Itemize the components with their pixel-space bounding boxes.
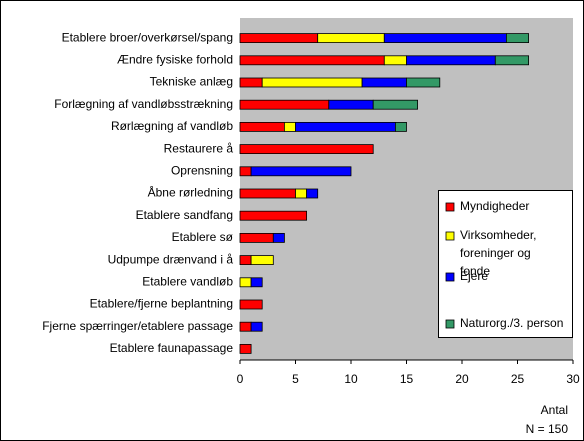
y-tick-label: Etablere/fjerne beplantning — [90, 297, 233, 311]
legend-box — [438, 190, 573, 338]
bar-segment — [505, 33, 529, 43]
bar-segment — [239, 77, 263, 88]
y-tick-label: Tekniske anlæg — [150, 75, 233, 89]
bar-segment — [239, 33, 319, 43]
bar-segment — [239, 188, 296, 199]
x-tick-label: 10 — [344, 372, 358, 386]
y-tick-label: Etablere sø — [172, 230, 234, 244]
x-tick-label: 20 — [455, 372, 469, 386]
bar-segment — [239, 299, 263, 310]
bar-segment — [239, 343, 252, 354]
bar-segment — [261, 77, 363, 88]
legend-label: Myndigheder — [460, 199, 529, 213]
legend-label: Virksomheder, foreninger og fonde — [460, 228, 540, 278]
y-tick-label: Ændre fysiske forhold — [117, 52, 233, 66]
legend-swatch — [445, 231, 455, 241]
y-tick-label: Restaurere å — [164, 141, 234, 155]
bar-segment — [372, 99, 419, 110]
y-tick-label: Udpumpe drænvand i å — [108, 252, 234, 266]
bar-segment — [250, 166, 352, 177]
bar-segment — [250, 277, 263, 288]
bar-segment — [239, 166, 252, 177]
bar-segment — [283, 122, 296, 132]
y-tick-label: Etablere vandløb — [142, 274, 233, 288]
y-tick-label: Forlægning af vandløbsstrækning — [54, 97, 233, 111]
bar-segment — [383, 33, 507, 43]
bar-segment — [272, 232, 285, 243]
bar-segment — [361, 77, 407, 88]
bar-segment — [306, 188, 319, 199]
bar-segment — [239, 210, 307, 221]
x-tick-label: 15 — [400, 372, 414, 386]
annotation: N = 150 — [526, 422, 569, 436]
y-tick-label: Åbne rørledning — [148, 185, 233, 200]
y-tick-label: Etablere faunapassage — [110, 341, 234, 355]
bar-segment — [239, 321, 252, 332]
bar-segment — [295, 188, 308, 199]
bar-segment — [250, 321, 263, 332]
bar-segment — [239, 99, 330, 110]
bar-segment — [239, 255, 252, 266]
bar-segment — [250, 255, 274, 266]
bar-segment — [328, 99, 374, 110]
y-tick-label: Etablere broer/overkørsel/spang — [62, 30, 233, 44]
bar-segment — [394, 122, 407, 132]
x-tick-label: 25 — [511, 372, 525, 386]
y-tick-label: Etablere sandfang — [136, 208, 233, 222]
bar-segment — [406, 55, 496, 66]
legend-swatch — [445, 319, 455, 329]
bar-segment — [295, 122, 396, 132]
legend-label: Naturorg./3. person — [460, 316, 563, 330]
bar-segment — [239, 232, 274, 243]
bar-segment — [317, 33, 385, 43]
bar-segment — [239, 144, 374, 155]
bar-segment — [406, 77, 441, 88]
y-tick-label: Oprensning — [171, 163, 233, 177]
y-tick-label: Rørlægning af vandløb — [111, 119, 233, 133]
bar-segment — [494, 55, 529, 66]
legend-swatch — [445, 272, 455, 282]
x-axis-label: Antal — [541, 403, 568, 417]
y-tick-label: Fjerne spærringer/etablere passage — [42, 319, 233, 333]
bar-segment — [239, 277, 252, 288]
bar-segment — [383, 55, 407, 66]
legend-label: Ejere — [460, 269, 488, 283]
x-tick-label: 30 — [566, 372, 580, 386]
bar-segment — [239, 55, 385, 66]
x-tick-label: 0 — [237, 372, 244, 386]
x-tick-label: 5 — [292, 372, 299, 386]
legend-swatch — [445, 202, 455, 212]
bar-segment — [239, 122, 285, 132]
